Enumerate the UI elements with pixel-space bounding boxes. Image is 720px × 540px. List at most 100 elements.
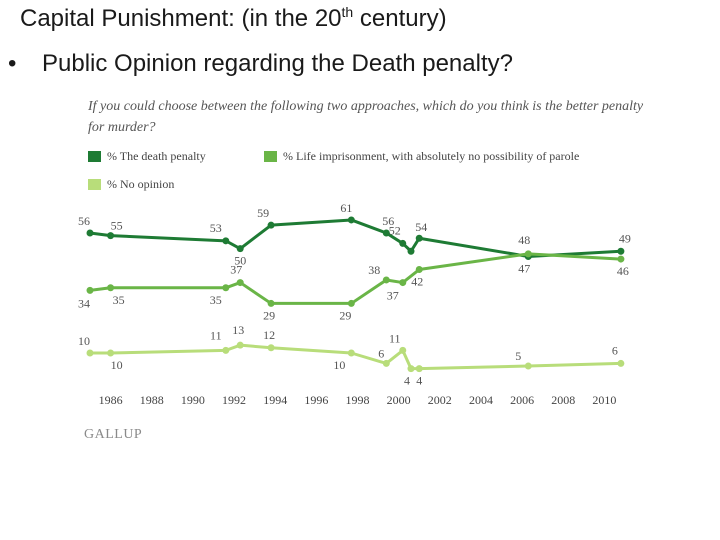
- data-label-1-2: 35: [210, 293, 222, 307]
- data-label-0-10: 47: [518, 261, 530, 275]
- data-point-0-4: [267, 221, 275, 229]
- data-label-2-2: 11: [210, 328, 222, 342]
- data-label-2-4: 12: [263, 328, 275, 342]
- legend-label-no-opinion: % No opinion: [107, 177, 175, 191]
- data-label-2-1: 10: [111, 358, 123, 372]
- data-label-1-4: 29: [263, 308, 275, 322]
- slide-bullet: • Public Opinion regarding the Death pena…: [8, 50, 513, 78]
- data-point-0-1: [107, 232, 115, 240]
- data-point-2-4: [267, 344, 275, 352]
- x-tick-label-1990: 1990: [181, 393, 205, 407]
- legend-label-life-imprisonment: % Life imprisonment, with absolutely no …: [283, 149, 580, 163]
- x-tick-label-2002: 2002: [428, 393, 452, 407]
- data-label-1-7: 37: [387, 289, 399, 303]
- data-label-2-6: 6: [378, 346, 384, 360]
- legend-item-no-opinion: % No opinion: [88, 177, 174, 192]
- data-label-2-8: 4: [404, 374, 410, 388]
- data-label-1-0: 34: [78, 296, 90, 310]
- x-tick-label-2010: 2010: [592, 393, 616, 407]
- data-point-1-5: [347, 299, 355, 307]
- data-label-2-7: 11: [389, 331, 401, 345]
- data-label-0-5: 61: [340, 201, 352, 215]
- data-point-2-11: [617, 359, 625, 367]
- data-point-1-3: [236, 279, 244, 287]
- x-tick-label-2000: 2000: [387, 393, 411, 407]
- data-point-2-3: [236, 341, 244, 349]
- x-tick-label-1988: 1988: [140, 393, 164, 407]
- data-point-0-7: [399, 239, 407, 247]
- data-label-0-9: 54: [415, 220, 427, 234]
- data-point-2-1: [107, 349, 115, 357]
- data-point-0-5: [347, 216, 355, 224]
- data-label-1-6: 38: [368, 263, 380, 277]
- legend-label-death-penalty: % The death penalty: [107, 149, 206, 163]
- data-point-0-3: [236, 245, 244, 253]
- data-point-0-2: [222, 237, 230, 245]
- x-tick-label-1992: 1992: [222, 393, 246, 407]
- data-label-0-11: 49: [619, 231, 631, 245]
- data-point-2-2: [222, 346, 230, 354]
- data-point-2-7: [399, 346, 407, 354]
- data-label-1-8: 42: [411, 275, 423, 289]
- data-point-0-8: [407, 247, 415, 255]
- data-point-1-0: [86, 286, 94, 294]
- x-tick-label-1996: 1996: [304, 393, 328, 407]
- data-label-0-1: 55: [111, 219, 123, 233]
- data-label-2-9: 4: [416, 374, 422, 388]
- series-line-1: [89, 252, 621, 305]
- data-label-2-11: 6: [612, 343, 618, 357]
- data-point-2-10: [524, 362, 532, 370]
- data-label-1-5: 29: [339, 308, 351, 322]
- data-label-2-5: 10: [333, 358, 345, 372]
- data-point-0-0: [86, 229, 94, 237]
- data-label-2-3: 13: [232, 323, 244, 337]
- data-label-0-6: 56: [382, 214, 394, 228]
- data-point-1-10: [617, 255, 625, 263]
- series-line-2: [90, 343, 621, 371]
- slide-title-superscript: th: [341, 4, 354, 20]
- data-label-2-10: 5: [515, 349, 521, 363]
- data-label-0-7: 52: [389, 223, 401, 237]
- source-logo: GALLUP: [84, 427, 143, 442]
- data-label-0-2: 53: [210, 221, 222, 235]
- x-tick-label-2006: 2006: [510, 393, 534, 407]
- data-point-2-8: [407, 365, 415, 373]
- x-tick-label-1994: 1994: [263, 393, 287, 407]
- data-point-0-6: [382, 229, 390, 237]
- data-label-1-1: 35: [113, 293, 125, 307]
- data-point-1-6: [382, 276, 390, 284]
- data-point-2-0: [86, 349, 94, 357]
- data-label-0-4: 59: [257, 206, 269, 220]
- chart-title: If you could choose between the followin…: [88, 99, 644, 135]
- legend-swatch-no-opinion: [88, 179, 101, 190]
- data-label-0-0: 56: [78, 214, 90, 228]
- data-point-2-5: [347, 349, 355, 357]
- data-label-1-10: 46: [617, 264, 629, 278]
- data-label-1-9: 48: [518, 233, 530, 247]
- data-point-2-6: [382, 359, 390, 367]
- x-tick-label-2004: 2004: [469, 393, 493, 407]
- data-point-2-9: [415, 365, 423, 373]
- data-point-1-1: [107, 284, 115, 292]
- legend-swatch-death-penalty: [88, 151, 101, 162]
- slide-title-text: Capital Punishment: (in the 20: [20, 5, 342, 32]
- data-point-0-11: [617, 247, 625, 255]
- series-line-0: [89, 218, 621, 258]
- data-point-1-2: [222, 284, 230, 292]
- x-tick-label-2008: 2008: [551, 393, 575, 407]
- legend-item-death-penalty: % The death penalty: [88, 149, 206, 164]
- legend-item-life-imprisonment: % Life imprisonment, with absolutely no …: [264, 149, 579, 164]
- slide-subtitle: Public Opinion regarding the Death penal…: [42, 50, 513, 77]
- slide-title: Capital Punishment: (in the 20th century…: [20, 4, 447, 33]
- bullet-dot: •: [8, 50, 17, 77]
- slide-title-suffix: century): [353, 5, 447, 32]
- data-label-0-3: 50: [234, 254, 246, 268]
- data-label-1-3: 37: [230, 263, 242, 277]
- data-point-0-9: [415, 234, 423, 242]
- x-tick-label-1986: 1986: [99, 393, 123, 407]
- data-point-1-9: [524, 250, 532, 258]
- data-label-2-0: 10: [78, 334, 90, 348]
- data-point-1-7: [399, 279, 407, 287]
- data-point-1-4: [267, 299, 275, 307]
